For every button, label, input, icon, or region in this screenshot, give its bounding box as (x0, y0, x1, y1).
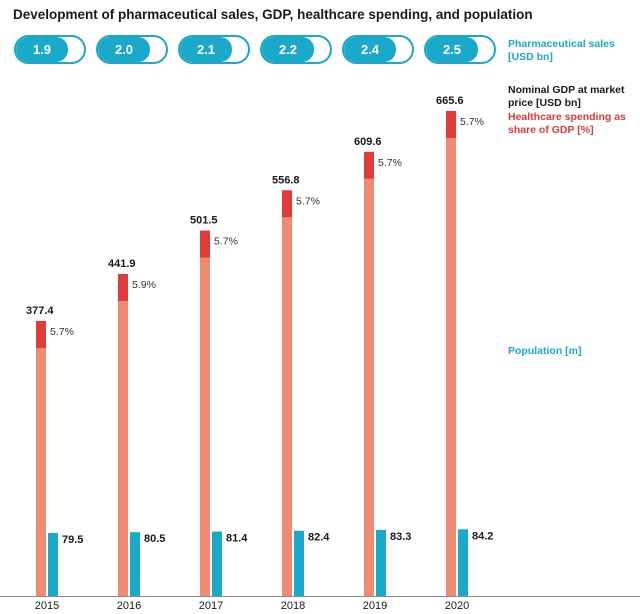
gdp-bar-2017 (200, 257, 210, 596)
sales-value-label-2017: 2.1 (196, 42, 216, 57)
x-tick-label-2016: 2016 (117, 600, 141, 612)
population-value-label-2015: 79.5 (62, 534, 83, 546)
gdp-bar-2018 (282, 217, 292, 596)
gdp-bar-2019 (364, 178, 374, 596)
gdp-value-label-2017: 501.5 (190, 215, 218, 227)
population-bar-2015 (48, 533, 58, 596)
gdp-value-label-2018: 556.8 (272, 174, 300, 186)
sales-value-label-2016: 2.0 (114, 42, 134, 57)
sales-pill-2016: 2.0 (96, 35, 168, 64)
legend-pharma-sales: Pharmaceutical sales [USD bn] (508, 38, 615, 63)
sales-value-label-2015: 1.9 (32, 42, 52, 57)
healthcare-segment-2020 (446, 111, 456, 138)
sales-pill-fill (426, 37, 478, 62)
x-axis-line (0, 596, 640, 597)
population-value-label-2019: 83.3 (390, 531, 411, 543)
population-value-label-2020: 84.2 (472, 530, 493, 542)
gdp-bar-2020 (446, 138, 456, 596)
population-value-label-2018: 82.4 (308, 532, 330, 544)
sales-value-label-2020: 2.5 (442, 42, 462, 57)
sales-pill-2015: 1.9 (14, 35, 86, 64)
gdp-value-label-2020: 665.6 (436, 95, 464, 107)
population-value-label-2017: 81.4 (226, 533, 248, 545)
x-tick-label-2015: 2015 (35, 600, 59, 612)
sales-pill-2018: 2.2 (260, 35, 332, 64)
sales-pill-2019: 2.4 (342, 35, 414, 64)
gdp-value-label-2015: 377.4 (26, 305, 54, 317)
chart-title: Development of pharmaceutical sales, GDP… (13, 7, 533, 22)
population-bar-2017 (212, 531, 222, 596)
population-bar-2016 (130, 532, 140, 596)
gdp-value-label-2019: 609.6 (354, 136, 382, 148)
population-bar-2019 (376, 530, 386, 596)
healthcare-segment-2015 (36, 321, 46, 349)
legend-gdp: Nominal GDP at market price [USD bn] (508, 84, 625, 109)
healthcare-value-label-2020: 5.7% (460, 116, 484, 128)
healthcare-segment-2017 (200, 230, 210, 258)
gdp-bar-2016 (118, 301, 128, 596)
x-tick-label-2019: 2019 (363, 600, 387, 612)
gdp-bar-2015 (36, 348, 46, 596)
sales-pill-fill (262, 37, 314, 62)
legend-population: Population [m] (508, 345, 582, 357)
sales-pill-2020: 2.5 (424, 35, 496, 64)
gdp-value-label-2016: 441.9 (108, 258, 136, 270)
sales-pill-fill (16, 37, 68, 62)
population-bar-2020 (458, 529, 468, 596)
x-tick-label-2020: 2020 (445, 600, 469, 612)
legend-healthcare-spending: Healthcare spending as share of GDP [%] (508, 111, 626, 136)
healthcare-value-label-2019: 5.7% (378, 157, 402, 169)
healthcare-segment-2016 (118, 274, 128, 302)
sales-pill-fill (180, 37, 232, 62)
healthcare-value-label-2016: 5.9% (132, 279, 156, 291)
x-tick-label-2017: 2017 (199, 600, 223, 612)
population-value-label-2016: 80.5 (144, 533, 165, 545)
healthcare-segment-2019 (364, 151, 374, 179)
population-bar-2018 (294, 530, 304, 596)
sales-pill-fill (98, 37, 150, 62)
sales-value-label-2019: 2.4 (360, 42, 380, 57)
sales-pill-fill (344, 37, 396, 62)
healthcare-value-label-2018: 5.7% (296, 195, 320, 207)
healthcare-segment-2018 (282, 190, 292, 218)
pharma-sales-row: 1.9 2.0 2.1 2.2 2.4 2.5 (0, 0, 640, 80)
x-tick-label-2018: 2018 (281, 600, 305, 612)
sales-pill-2017: 2.1 (178, 35, 250, 64)
healthcare-value-label-2017: 5.7% (214, 236, 238, 248)
sales-value-label-2018: 2.2 (278, 42, 298, 57)
healthcare-value-label-2015: 5.7% (50, 326, 74, 338)
